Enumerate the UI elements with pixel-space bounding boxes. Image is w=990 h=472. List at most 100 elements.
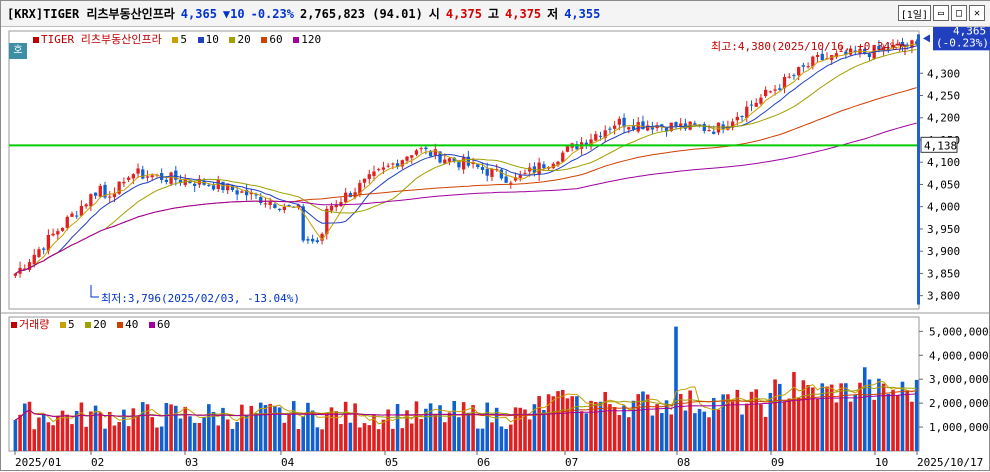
- x-axis-label: 2025/01: [15, 456, 61, 469]
- candle-body: [230, 185, 235, 191]
- volume-bar: [735, 389, 740, 451]
- volume-bar: [726, 394, 730, 451]
- volume-bar: [211, 412, 216, 451]
- volume-bar: [23, 403, 27, 451]
- candle-body: [216, 179, 220, 190]
- candle-body: [126, 177, 131, 180]
- candle-body: [131, 174, 135, 179]
- volume-bar: [296, 429, 301, 451]
- hoga-icon[interactable]: 호: [9, 43, 27, 59]
- ma-legend-10: 10: [197, 33, 219, 46]
- vol-ma-legend-20: 20: [85, 318, 107, 331]
- candle-body: [405, 156, 409, 161]
- volume-bar: [174, 405, 178, 451]
- candle-body: [745, 106, 749, 119]
- volume-bar: [504, 429, 508, 451]
- volume-bar: [664, 400, 669, 451]
- volume-bar: [216, 425, 221, 451]
- candle-body: [664, 127, 669, 132]
- volume-bar: [881, 383, 886, 451]
- volume-bar: [721, 394, 725, 451]
- period-button[interactable]: [1일]: [897, 5, 931, 21]
- volume-bar: [494, 407, 499, 451]
- volume-bar: [164, 403, 169, 451]
- price-scroll-indicator: [917, 34, 920, 305]
- volume-bar: [877, 378, 881, 451]
- volume-bar: [159, 426, 164, 451]
- minimize-icon[interactable]: ▭: [933, 5, 949, 21]
- volume-bar: [386, 409, 390, 451]
- volume-bar: [612, 407, 617, 451]
- current-price-label: 4,365: [953, 27, 986, 37]
- vol-ma-legend-60: 60: [149, 318, 170, 331]
- candle-body: [98, 185, 102, 197]
- current-change-label: (-0.23%): [936, 36, 989, 49]
- volume-bar: [249, 405, 254, 451]
- candle-body: [763, 89, 768, 97]
- candle-body: [310, 238, 315, 242]
- volume-bar: [792, 372, 796, 451]
- candle-body: [603, 130, 607, 139]
- candle-body: [551, 163, 555, 169]
- candle-body: [631, 125, 636, 130]
- volume-bar: [740, 414, 744, 451]
- volume-bar: [348, 422, 353, 451]
- volume-bar: [655, 404, 659, 451]
- volume-bar: [150, 417, 154, 451]
- volume-bar: [825, 386, 829, 451]
- close-icon[interactable]: ✕: [969, 5, 985, 21]
- candle-body: [84, 204, 88, 207]
- volume-bar: [409, 423, 414, 451]
- volume-bar: [839, 383, 843, 451]
- candle-body: [145, 176, 150, 178]
- volume-bar: [27, 401, 32, 451]
- ma-line-10: [15, 45, 917, 274]
- volume-bar: [905, 391, 909, 451]
- candle-body: [377, 169, 381, 171]
- volume-bar: [641, 391, 645, 451]
- volume-bar: [471, 405, 475, 451]
- volume-bar: [763, 416, 768, 451]
- volume-bar: [631, 400, 636, 451]
- volume-bar: [622, 405, 626, 451]
- candle-body: [641, 121, 645, 130]
- candle-body: [193, 183, 197, 186]
- volume-bar: [282, 422, 287, 451]
- candle-body: [650, 127, 655, 130]
- candle-body: [693, 123, 697, 125]
- candle-body: [598, 135, 603, 137]
- x-axis-label: 09: [771, 456, 784, 469]
- candle-body: [513, 177, 518, 181]
- volume-bar: [523, 409, 527, 451]
- maximize-icon[interactable]: □: [951, 5, 967, 21]
- volume-bar: [603, 391, 607, 451]
- x-axis-label: 2025/10/17: [917, 456, 983, 469]
- ticker-name[interactable]: [KRX]TIGER 리츠부동산인프라: [7, 7, 175, 21]
- candle-body: [627, 127, 631, 130]
- high-label: 고: [487, 7, 500, 21]
- candle-body: [424, 147, 428, 150]
- volume-bar: [627, 417, 631, 451]
- candle-body: [740, 116, 744, 118]
- candle-body: [787, 76, 791, 78]
- candle-body: [509, 182, 513, 184]
- volume-bar: [773, 379, 777, 451]
- volume-bar: [367, 425, 372, 451]
- volume-bar: [197, 422, 202, 451]
- volume-bar: [93, 405, 98, 451]
- volume-tick-label: 3,000,000: [929, 373, 989, 386]
- candle-body: [683, 123, 688, 129]
- candle-body: [646, 125, 650, 131]
- price-tick-label: 4,000: [927, 201, 960, 214]
- candle-body: [334, 204, 338, 208]
- volume-bar: [400, 428, 405, 451]
- volume-bar: [551, 396, 556, 451]
- candle-body: [848, 48, 853, 55]
- volume-bar: [235, 422, 239, 451]
- candle-body: [235, 190, 239, 195]
- candle-body: [136, 168, 140, 174]
- volume-bar: [103, 428, 107, 451]
- volume-bar: [136, 415, 140, 451]
- volume-bar: [711, 398, 716, 451]
- price-volume-chart[interactable]: 4,3004,2504,2004,1504,1004,0504,0003,950…: [1, 27, 990, 472]
